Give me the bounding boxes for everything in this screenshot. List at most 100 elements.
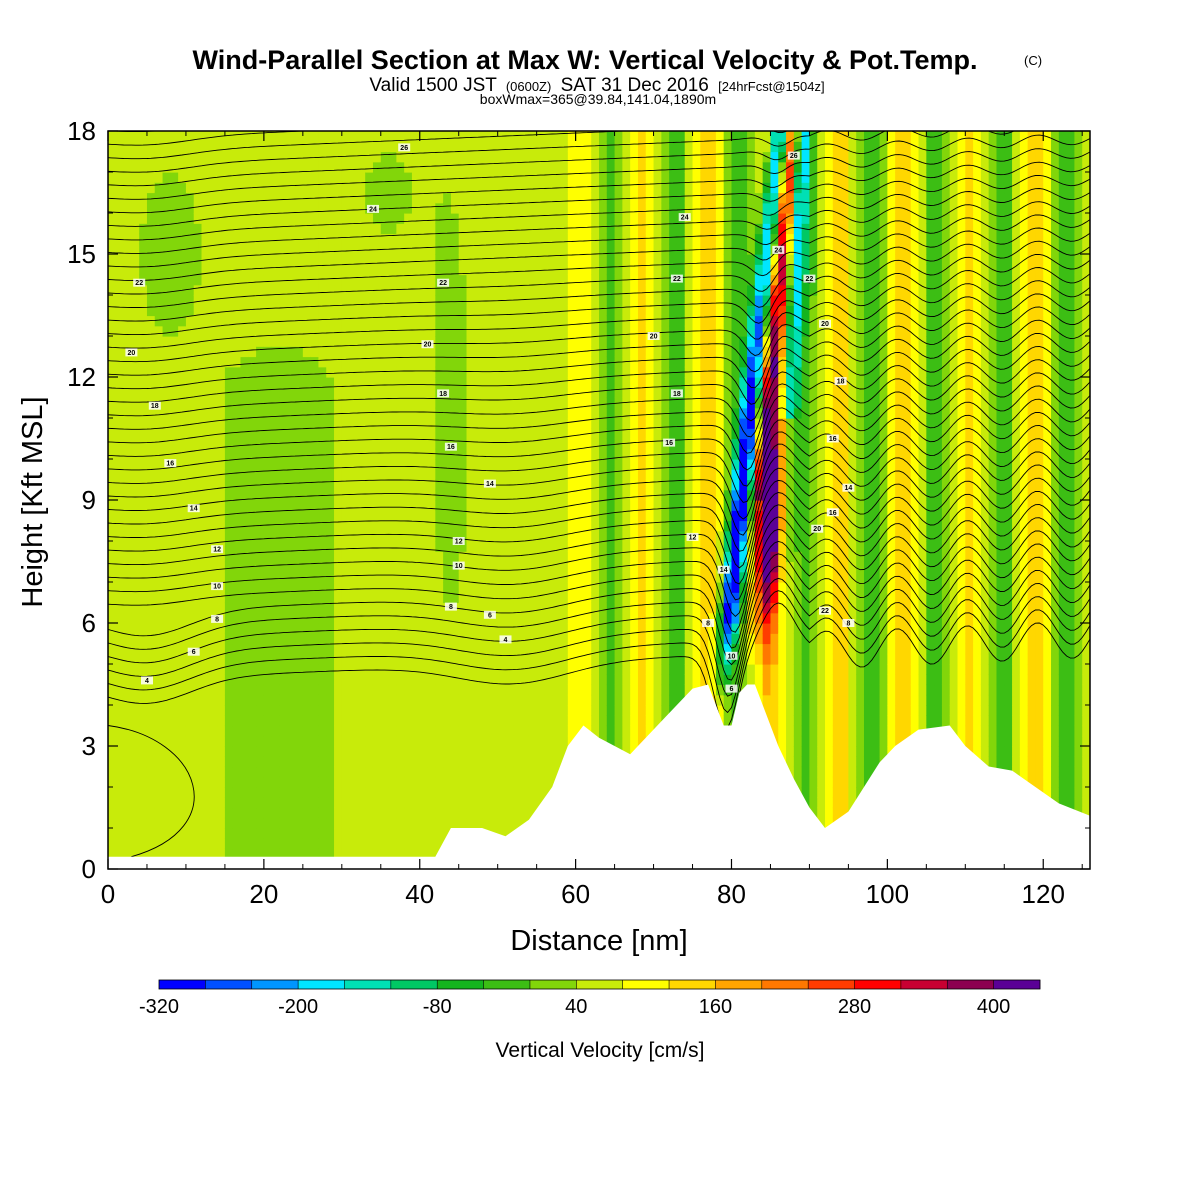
velocity-cell [271, 797, 281, 809]
velocity-cell [217, 561, 226, 573]
velocity-cell [388, 838, 397, 850]
velocity-cell [146, 510, 156, 522]
velocity-cell [443, 561, 452, 573]
velocity-cell [567, 623, 577, 634]
velocity-cell [279, 664, 288, 675]
velocity-cell [599, 448, 608, 460]
velocity-cell [575, 438, 585, 450]
velocity-cell [372, 530, 382, 542]
velocity-cell [279, 387, 288, 399]
velocity-cell [645, 684, 655, 696]
velocity-cell [357, 694, 366, 706]
velocity-cell [614, 325, 623, 337]
velocity-cell [115, 264, 125, 276]
velocity-cell [536, 756, 546, 768]
velocity-cell [435, 264, 444, 276]
velocity-cell [108, 653, 117, 665]
velocity-cell [295, 838, 304, 850]
velocity-cell [435, 643, 444, 655]
velocity-cell [528, 725, 538, 737]
velocity-cell [146, 797, 156, 809]
velocity-cell [404, 346, 413, 358]
velocity-cell [287, 479, 296, 491]
velocity-cell [263, 766, 273, 778]
velocity-cell [310, 356, 320, 368]
velocity-cell [419, 366, 429, 378]
velocity-cell [365, 274, 374, 286]
velocity-cell [614, 428, 623, 440]
velocity-cell [606, 172, 616, 183]
velocity-cell [372, 705, 382, 716]
velocity-cell [544, 694, 553, 706]
velocity-cell [560, 274, 569, 286]
velocity-cell [139, 602, 148, 614]
velocity-cell [505, 746, 514, 757]
velocity-cell [513, 582, 522, 593]
velocity-cell [302, 182, 312, 194]
velocity-cell [482, 541, 491, 552]
velocity-cell [458, 469, 468, 481]
velocity-cell [178, 541, 187, 552]
velocity-cell [349, 500, 358, 511]
velocity-cell [599, 325, 608, 337]
velocity-cell [583, 295, 592, 306]
velocity-cell [427, 223, 436, 235]
velocity-cell [334, 746, 343, 757]
velocity-cell [240, 694, 249, 706]
velocity-cell [193, 664, 203, 675]
velocity-cell [411, 838, 421, 850]
velocity-cell [614, 141, 623, 153]
velocity-cell [599, 571, 608, 583]
velocity-cell [404, 561, 413, 573]
velocity-cell [170, 489, 179, 501]
velocity-cell [357, 807, 366, 819]
velocity-cell [162, 243, 171, 255]
velocity-cell [115, 756, 125, 768]
velocity-cell [497, 274, 507, 286]
velocity-cell [427, 438, 436, 450]
velocity-cell [505, 325, 514, 337]
velocity-cell [528, 674, 538, 686]
velocity-cell [146, 213, 156, 224]
velocity-cell [271, 418, 281, 429]
velocity-cell [123, 674, 132, 686]
velocity-cell [240, 582, 249, 593]
velocity-cell [388, 387, 397, 399]
velocity-cell [326, 684, 335, 696]
velocity-cell [528, 418, 538, 429]
velocity-cell [388, 295, 397, 306]
velocity-cell [248, 735, 257, 747]
velocity-cell [528, 151, 538, 163]
velocity-cell [224, 489, 234, 501]
velocity-cell [458, 202, 468, 214]
velocity-cell [521, 602, 530, 614]
velocity-cell [567, 387, 577, 399]
velocity-cell [388, 489, 397, 501]
velocity-cell [170, 592, 179, 604]
velocity-cell [544, 592, 553, 604]
velocity-cell [193, 223, 203, 235]
velocity-cell [372, 694, 382, 706]
velocity-cell [139, 254, 148, 265]
velocity-cell [599, 715, 608, 727]
velocity-cell [482, 684, 491, 696]
velocity-cell [637, 633, 647, 645]
velocity-cell [310, 848, 320, 860]
velocity-cell [108, 817, 117, 829]
velocity-cell [178, 653, 187, 665]
velocity-cell [209, 223, 218, 235]
velocity-cell [513, 510, 522, 522]
velocity-cell [357, 254, 366, 265]
velocity-cell [404, 756, 413, 768]
velocity-cell [162, 735, 171, 747]
velocity-cell [544, 274, 553, 286]
velocity-cell [170, 254, 179, 265]
velocity-cell [567, 407, 577, 419]
velocity-cell [458, 715, 468, 727]
velocity-cell [513, 254, 522, 265]
velocity-cell [271, 141, 281, 153]
velocity-cell [256, 653, 265, 665]
velocity-cell [271, 582, 281, 593]
velocity-cell [263, 356, 273, 368]
velocity-cell [443, 828, 452, 839]
